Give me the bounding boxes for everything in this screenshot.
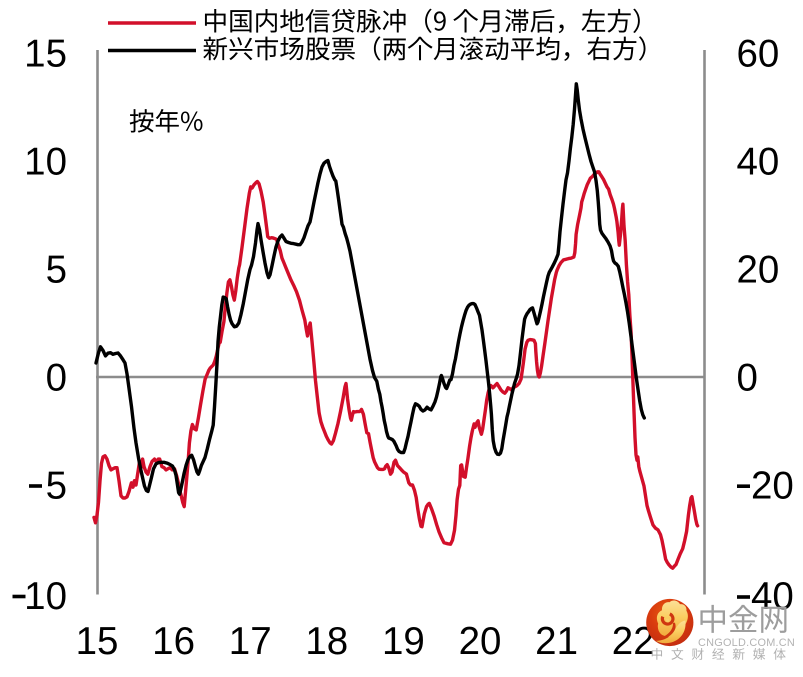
svg-text:60: 60 (737, 33, 780, 76)
svg-text:15: 15 (76, 620, 119, 663)
svg-text:20: 20 (751, 465, 794, 508)
svg-text:21: 21 (535, 620, 578, 663)
svg-text:5: 5 (46, 465, 67, 508)
svg-text:10: 10 (24, 141, 67, 184)
svg-text:19: 19 (382, 620, 425, 663)
svg-text:5: 5 (46, 249, 67, 292)
svg-text:0: 0 (46, 357, 67, 400)
svg-text:20: 20 (737, 249, 780, 292)
svg-text:40: 40 (751, 575, 794, 618)
svg-text:17: 17 (229, 620, 272, 663)
svg-text:18: 18 (305, 620, 348, 663)
svg-text:16: 16 (152, 620, 195, 663)
svg-text:0: 0 (737, 357, 758, 400)
svg-text:40: 40 (737, 141, 780, 184)
svg-text:20: 20 (459, 620, 502, 663)
svg-text:CNGOLD.COM.CN: CNGOLD.COM.CN (698, 637, 795, 649)
svg-text:10: 10 (24, 575, 67, 618)
svg-text:15: 15 (24, 33, 67, 76)
